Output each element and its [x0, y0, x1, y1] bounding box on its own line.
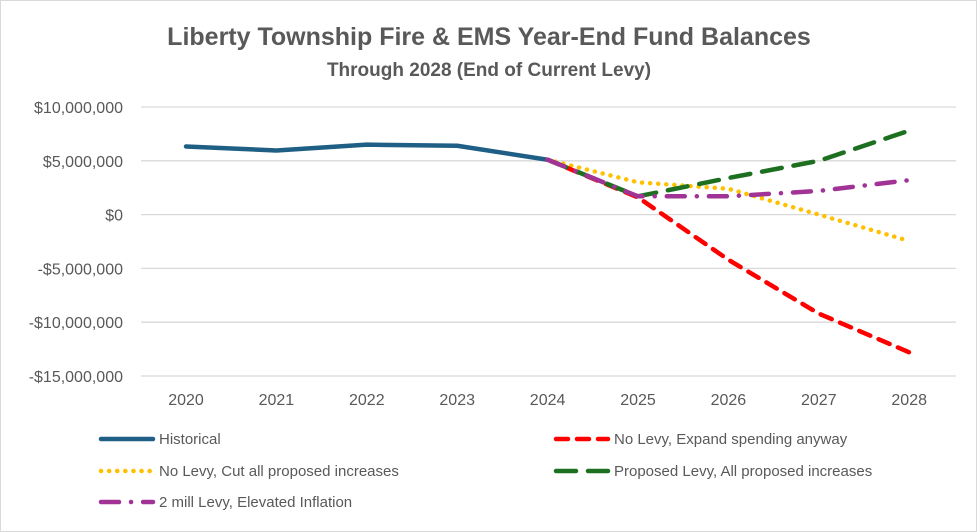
series-line-3: [545, 128, 912, 199]
chart-title: Liberty Township Fire & EMS Year-End Fun…: [167, 23, 811, 51]
y-tick-label: $0: [105, 208, 123, 225]
x-tick-label: 2027: [801, 392, 837, 409]
series-line-0: [183, 142, 550, 162]
y-tick-label: $5,000,000: [43, 154, 123, 171]
x-tick-label: 2020: [168, 392, 204, 409]
series-line-2: [545, 157, 912, 244]
y-tick-label: -$15,000,000: [29, 369, 123, 386]
legend-label: Historical: [159, 431, 221, 448]
y-tick-label: $10,000,000: [34, 100, 123, 117]
legend-label: Proposed Levy, All proposed increases: [614, 463, 872, 480]
legend-label: No Levy, Expand spending anyway: [614, 431, 848, 448]
chart-subtitle: Through 2028 (End of Current Levy): [327, 60, 651, 81]
x-tick-label: 2025: [620, 392, 656, 409]
x-tick-label: 2023: [439, 392, 475, 409]
x-tick-label: 2028: [891, 392, 927, 409]
legend-label: 2 mill Levy, Elevated Inflation: [159, 494, 352, 511]
legend-label: No Levy, Cut all proposed increases: [159, 463, 399, 480]
x-tick-label: 2024: [530, 392, 566, 409]
y-tick-label: -$10,000,000: [29, 315, 123, 332]
y-tick-label: -$5,000,000: [38, 261, 124, 278]
series-line-4: [545, 157, 912, 199]
x-tick-label: 2021: [259, 392, 295, 409]
x-tick-label: 2022: [349, 392, 385, 409]
x-tick-label: 2026: [711, 392, 747, 409]
series-line-1: [545, 157, 912, 355]
